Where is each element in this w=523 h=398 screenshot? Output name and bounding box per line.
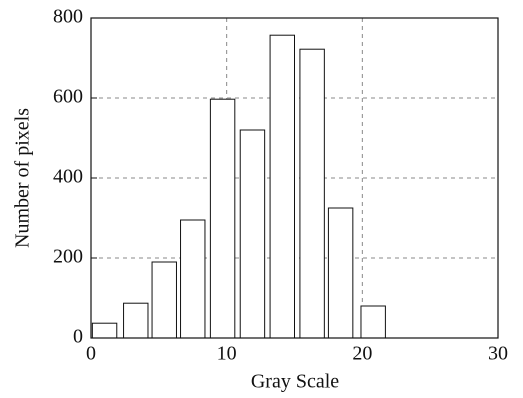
y-tick-label: 200 [53, 246, 83, 268]
x-tick-label: 20 [352, 343, 372, 365]
bar [327, 207, 354, 339]
x-axis-label: Gray Scale [251, 371, 339, 393]
y-tick-label: 0 [73, 326, 83, 348]
x-tick-label: 30 [488, 343, 508, 365]
y-tick-label: 800 [53, 6, 83, 28]
bar [269, 34, 295, 339]
bar [180, 219, 206, 339]
bar [123, 302, 149, 339]
bar [209, 98, 236, 339]
plot-frame [90, 17, 499, 339]
x-tick-label: 10 [217, 343, 237, 365]
y-tick-label: 600 [53, 86, 83, 108]
bar [360, 305, 386, 339]
x-tick-label: 0 [86, 343, 96, 365]
bar [91, 322, 118, 339]
y-tick-label: 400 [53, 166, 83, 188]
bar [151, 261, 177, 339]
y-axis-label: Number of pixels [12, 108, 34, 248]
bar [299, 48, 325, 339]
bar [239, 129, 266, 339]
